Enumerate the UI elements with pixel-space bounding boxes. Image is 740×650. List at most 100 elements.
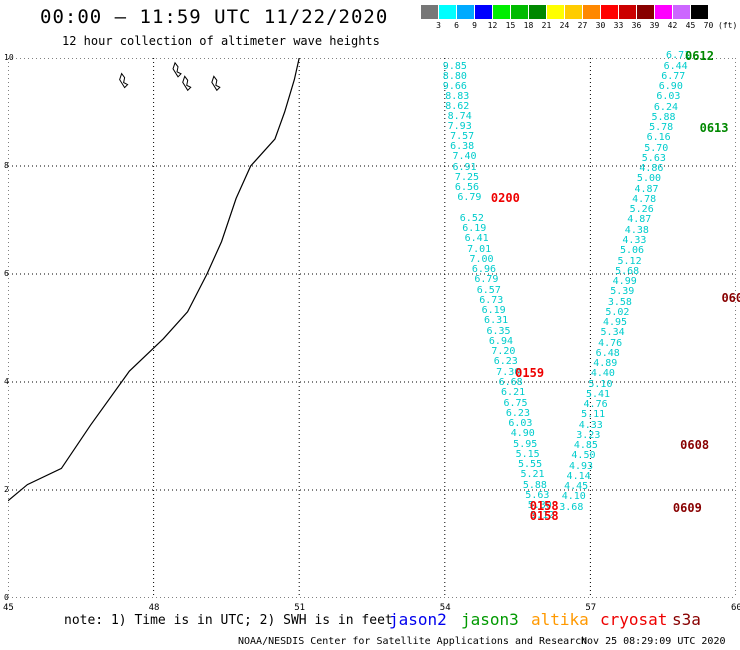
- x-tick-label: 48: [148, 603, 160, 613]
- wave-height-label: 5.30: [527, 500, 552, 512]
- wave-height-label: 5.12: [617, 255, 642, 267]
- island: [182, 75, 192, 92]
- wave-height-label: 6.03: [508, 418, 533, 430]
- wave-height-label: 6.57: [476, 284, 501, 296]
- color-scale-label: 39: [649, 21, 660, 30]
- wave-height-label: 4.38: [624, 224, 649, 236]
- page-subtitle: 12 hour collection of altimeter wave hei…: [62, 34, 380, 48]
- wave-height-label: 7.00: [469, 253, 494, 265]
- color-swatch: [601, 5, 618, 19]
- wave-height-label: 4.99: [612, 276, 637, 288]
- y-tick-label: 0: [4, 593, 9, 602]
- color-swatch: [547, 5, 564, 19]
- wave-height-label: 4.86: [639, 163, 664, 175]
- wave-height-label: 9.66: [442, 81, 467, 93]
- wave-height-label: 6.16: [646, 132, 671, 144]
- wave-height-label: 5.95: [513, 438, 538, 450]
- wave-height-label: 4.76: [598, 337, 623, 349]
- wave-height-label: 5.34: [600, 327, 625, 339]
- wave-height-label: 4.50: [571, 450, 596, 462]
- legend-item-jason3: jason3: [461, 610, 519, 629]
- pass-time-label: 0158: [529, 509, 559, 524]
- pass-time-label: 0158: [529, 499, 559, 514]
- wave-height-label: 5.26: [629, 204, 654, 216]
- wave-height-label: 6.38: [450, 141, 475, 153]
- wave-height-label: 5.21: [520, 469, 545, 481]
- color-scale-label: 36: [631, 21, 642, 30]
- wave-height-label: 6.52: [459, 212, 484, 224]
- wave-height-label: 6.44: [663, 60, 688, 72]
- wave-height-label: 6.68: [498, 377, 523, 388]
- wave-height-label: 7.20: [491, 346, 516, 358]
- wave-height-label: 6.77: [661, 70, 686, 82]
- x-tick-label: 60: [731, 603, 740, 613]
- color-scale-label: 30: [595, 21, 606, 30]
- page-title: 00:00 — 11:59 UTC 11/22/2020: [40, 6, 389, 28]
- wave-height-label: 6.23: [493, 356, 518, 368]
- y-tick-label: 6: [4, 269, 9, 278]
- color-scale-label: 42: [667, 21, 678, 30]
- wave-height-label: 4.45: [564, 481, 589, 493]
- wave-height-label: 7.93: [447, 121, 472, 133]
- wave-height-label: 4.87: [627, 214, 652, 226]
- wave-height-label: 5.39: [610, 286, 635, 298]
- wave-height-label: 4.33: [578, 419, 603, 431]
- color-swatch: [673, 5, 690, 19]
- legend-item-jason2: jason2: [389, 610, 447, 629]
- wave-height-label: 5.78: [649, 122, 674, 134]
- color-swatch: [565, 5, 582, 19]
- wave-height-label: 4.85: [573, 440, 598, 452]
- wave-height-label: 8.80: [442, 71, 467, 83]
- wave-height-label: 5.63: [641, 152, 666, 164]
- wave-height-label: 6.73: [479, 294, 504, 306]
- wave-height-label: 6.94: [488, 335, 513, 347]
- color-swatch: [511, 5, 528, 19]
- pass-time-label: 060: [721, 290, 740, 305]
- wave-height-label: 5.88: [522, 479, 547, 491]
- wave-height-label: 4.10: [561, 491, 586, 503]
- color-scale-label: 33: [613, 21, 624, 30]
- wave-height-label: 3.58: [607, 296, 632, 308]
- wave-height-label: 9.85: [442, 61, 467, 73]
- map-plot: [8, 58, 736, 598]
- wave-height-label: 6.21: [501, 387, 526, 399]
- coastline: [8, 58, 300, 502]
- wave-height-label: 4.95: [602, 317, 628, 329]
- wave-height-label: 8.83: [445, 90, 470, 102]
- wave-height-label: 6.71: [666, 50, 691, 62]
- color-scale-label: 6: [454, 21, 459, 30]
- wave-height-label: 6.48: [595, 347, 620, 359]
- wave-height-label: 3.68: [559, 501, 584, 513]
- wave-height-label: 4.76: [583, 399, 608, 411]
- wave-height-label: 6.31: [484, 315, 509, 327]
- wave-height-label: 5.88: [651, 111, 676, 123]
- wave-height-label: 8.62: [445, 100, 470, 112]
- wave-height-label: 6.03: [656, 91, 681, 103]
- x-tick-label: 54: [439, 603, 451, 613]
- color-swatch: [439, 5, 456, 19]
- wave-height-label: 6.24: [653, 101, 678, 113]
- pass-time-label: 0613: [699, 121, 729, 136]
- y-tick-label: 4: [4, 377, 9, 386]
- wave-height-label: 8.74: [447, 110, 472, 122]
- wave-height-label: 4.87: [634, 183, 659, 195]
- wave-height-label: 5.68: [615, 265, 640, 277]
- note-text: note: 1) Time is in UTC; 2) SWH is in fe…: [64, 613, 393, 628]
- wave-height-label: 6.91: [452, 161, 477, 173]
- color-swatch: [529, 5, 546, 19]
- wave-height-label: 5.11: [581, 409, 606, 421]
- legend-item-s3a: s3a: [672, 610, 701, 629]
- color-scale-label: 70: [703, 21, 714, 30]
- wave-height-label: 6.79: [474, 274, 499, 286]
- wave-height-label: 6.19: [462, 223, 487, 235]
- wave-height-label: 4.93: [568, 460, 594, 472]
- color-swatch: [475, 5, 492, 19]
- color-scale-label: 12: [487, 21, 498, 30]
- wave-height-label: 7.01: [467, 243, 492, 255]
- wave-height-label: 6.96: [471, 264, 496, 276]
- wave-height-label: 6.90: [658, 81, 683, 93]
- wave-height-label: 5.10: [588, 378, 613, 390]
- color-swatch: [691, 5, 708, 19]
- y-tick-label: 10: [4, 53, 14, 62]
- color-swatch: [619, 5, 636, 19]
